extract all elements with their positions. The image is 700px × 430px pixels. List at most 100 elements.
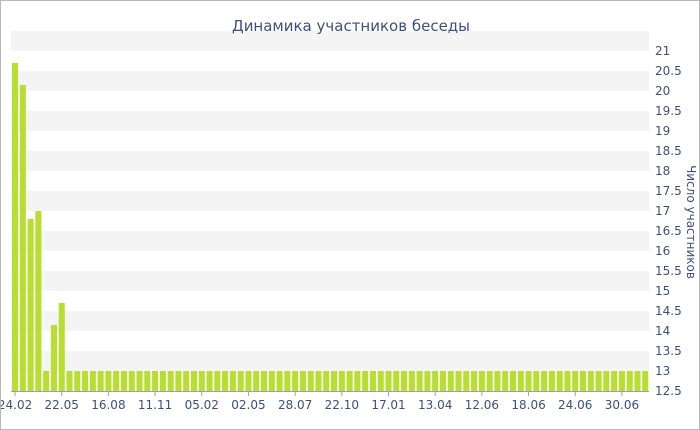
x-tick-label-9: 13.04 <box>418 398 452 412</box>
bar-55 <box>439 371 447 391</box>
bar-74 <box>587 371 594 391</box>
x-axis-ticks: 24.02 22.05 16.08 11.11 05.02 02.05 28.07 22.10… <box>1 391 639 412</box>
bar-51 <box>408 371 415 391</box>
y-tick-label-9: 17 <box>655 204 670 218</box>
bar-11 <box>97 371 104 391</box>
bar-61 <box>486 371 493 391</box>
y-tick-label-7: 16 <box>655 244 670 258</box>
bar-6 <box>58 303 65 391</box>
bar-43 <box>346 371 353 391</box>
bar-81 <box>642 371 649 391</box>
bar-13 <box>113 371 120 391</box>
bar-30 <box>245 371 252 391</box>
bar-50 <box>401 371 408 391</box>
bar-1 <box>19 85 26 391</box>
bar-79 <box>626 371 633 391</box>
bar-15 <box>128 371 135 391</box>
grid-band-1 <box>11 311 649 331</box>
y-tick-label-15: 20 <box>655 84 670 98</box>
bar-20 <box>167 371 174 391</box>
bar-42 <box>338 371 345 391</box>
grid-band-8 <box>11 31 649 51</box>
bar-80 <box>634 371 641 391</box>
y-tick-label-0: 12.5 <box>655 384 682 398</box>
bar-58 <box>463 371 470 391</box>
bar-series <box>12 63 649 391</box>
bar-38 <box>307 371 314 391</box>
bar-66 <box>525 371 532 391</box>
bar-47 <box>377 371 384 391</box>
bar-17 <box>144 371 151 391</box>
x-tick-label-10: 12.06 <box>465 398 499 412</box>
chart-title: Динамика участников беседы <box>232 17 470 35</box>
x-tick-label-11: 18.06 <box>511 398 545 412</box>
bar-73 <box>579 371 587 391</box>
bar-53 <box>424 371 431 391</box>
bar-62 <box>494 371 501 391</box>
bar-75 <box>595 371 602 391</box>
grid-band-4 <box>11 191 649 211</box>
y-tick-label-1: 13 <box>655 364 670 378</box>
y-tick-label-10: 17.5 <box>655 184 682 198</box>
bar-7 <box>66 371 73 391</box>
x-tick-label-3: 11.11 <box>138 398 172 412</box>
bar-67 <box>533 371 540 391</box>
grid-band-2 <box>11 271 649 291</box>
x-tick-label-4: 05.02 <box>185 398 219 412</box>
bar-14 <box>120 371 128 391</box>
bar-45 <box>362 371 369 391</box>
x-tick-label-1: 22.05 <box>45 398 79 412</box>
x-tick-label-5: 02.05 <box>231 398 265 412</box>
bar-71 <box>564 371 571 391</box>
bar-49 <box>393 371 400 391</box>
grid-bands <box>11 31 649 371</box>
y-tick-label-6: 15.5 <box>655 264 682 278</box>
y-tick-label-3: 14 <box>655 324 670 338</box>
x-tick-label-13: 30.06 <box>605 398 639 412</box>
y-tick-label-2: 13.5 <box>655 344 682 358</box>
bar-59 <box>471 371 478 391</box>
bar-63 <box>502 371 509 391</box>
bar-57 <box>455 371 462 391</box>
x-tick-label-0: 24.02 <box>1 398 32 412</box>
bar-23 <box>190 371 198 391</box>
bar-18 <box>152 371 159 391</box>
bar-48 <box>385 371 392 391</box>
bar-65 <box>517 371 524 391</box>
bar-8 <box>74 371 81 391</box>
y-tick-label-17: 21 <box>655 44 670 58</box>
x-tick-label-7: 22.10 <box>325 398 359 412</box>
bar-69 <box>548 371 555 391</box>
bar-70 <box>556 371 563 391</box>
bar-5 <box>50 325 57 391</box>
bar-25 <box>206 371 213 391</box>
bar-52 <box>416 371 423 391</box>
bar-40 <box>323 371 330 391</box>
bar-77 <box>611 371 618 391</box>
grid-band-7 <box>11 71 649 91</box>
bar-10 <box>89 371 96 391</box>
bar-64 <box>509 371 517 391</box>
y-tick-label-14: 19.5 <box>655 104 682 118</box>
bar-22 <box>183 371 190 391</box>
y-tick-label-4: 14.5 <box>655 304 682 318</box>
y-axis-ticks: 12.5 13 13.5 14 14.5 15 15.5 16 16.5 17 17.5 18 18.5… <box>655 44 682 398</box>
grid-band-5 <box>11 151 649 171</box>
bar-4 <box>43 371 50 391</box>
bar-28 <box>229 371 236 391</box>
x-tick-label-8: 17.01 <box>371 398 405 412</box>
bar-46 <box>369 371 376 391</box>
bar-0 <box>12 63 19 391</box>
bar-56 <box>447 371 454 391</box>
bar-3 <box>35 211 42 391</box>
y-tick-label-13: 19 <box>655 124 670 138</box>
x-tick-label-6: 28.07 <box>278 398 312 412</box>
grid-band-3 <box>11 231 649 251</box>
bar-68 <box>541 371 548 391</box>
bar-27 <box>222 371 229 391</box>
y-axis-label: Число участников <box>684 165 698 279</box>
bar-60 <box>478 371 485 391</box>
bar-34 <box>276 371 283 391</box>
